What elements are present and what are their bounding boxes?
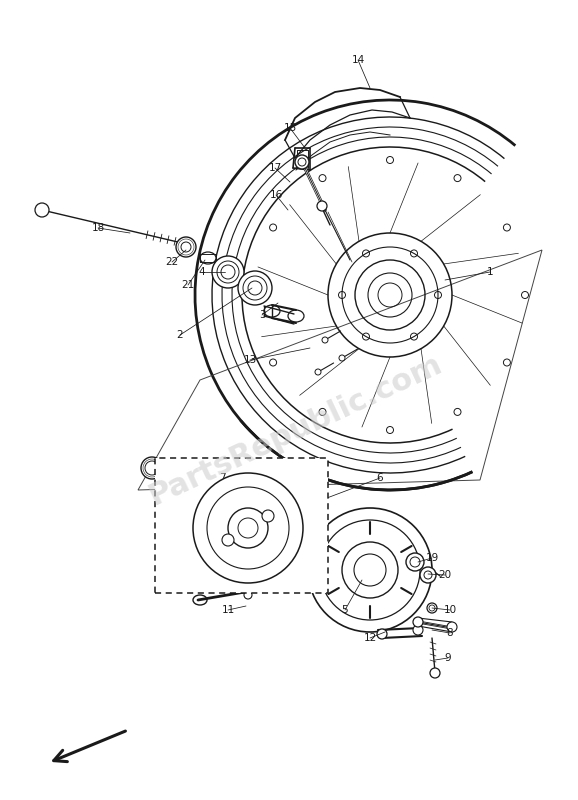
Text: 5: 5: [342, 605, 349, 615]
Circle shape: [262, 510, 274, 522]
Text: 4: 4: [199, 267, 205, 277]
Text: 7: 7: [218, 473, 225, 483]
Circle shape: [35, 203, 49, 217]
Circle shape: [413, 625, 423, 635]
Text: 13: 13: [243, 355, 257, 365]
Circle shape: [212, 256, 244, 288]
Text: 8: 8: [447, 628, 453, 638]
Text: PartsRepublic.com: PartsRepublic.com: [144, 349, 446, 511]
Text: 19: 19: [425, 553, 439, 563]
Circle shape: [295, 155, 309, 169]
Text: 10: 10: [443, 605, 457, 615]
Circle shape: [377, 629, 387, 639]
Text: 6: 6: [377, 473, 383, 483]
Circle shape: [322, 337, 328, 343]
Text: 18: 18: [91, 223, 105, 233]
Text: 1: 1: [487, 267, 493, 277]
Text: 22: 22: [165, 257, 179, 267]
Ellipse shape: [200, 252, 216, 264]
FancyBboxPatch shape: [155, 458, 328, 593]
Ellipse shape: [264, 305, 280, 317]
Circle shape: [176, 237, 196, 257]
Text: 15: 15: [283, 123, 297, 133]
Circle shape: [406, 553, 424, 571]
Text: 7: 7: [207, 540, 213, 550]
Circle shape: [420, 567, 436, 583]
Circle shape: [308, 508, 432, 632]
Circle shape: [447, 622, 457, 632]
Circle shape: [228, 508, 268, 548]
Circle shape: [339, 355, 345, 361]
Text: 17: 17: [268, 163, 281, 173]
Text: 9: 9: [444, 653, 451, 663]
Circle shape: [238, 271, 272, 305]
Text: 2: 2: [177, 330, 183, 340]
Circle shape: [427, 603, 437, 613]
Text: 16: 16: [269, 190, 283, 200]
Text: 11: 11: [221, 605, 235, 615]
Circle shape: [141, 457, 163, 479]
Circle shape: [317, 201, 327, 211]
Circle shape: [244, 591, 252, 599]
Ellipse shape: [193, 595, 207, 605]
Ellipse shape: [288, 310, 304, 322]
Circle shape: [222, 534, 234, 546]
Text: 14: 14: [351, 55, 365, 65]
Circle shape: [413, 617, 423, 627]
Text: 21: 21: [181, 280, 195, 290]
Text: 12: 12: [364, 633, 377, 643]
Text: 20: 20: [439, 570, 451, 580]
Text: 3: 3: [259, 310, 265, 320]
Circle shape: [315, 369, 321, 375]
Circle shape: [193, 473, 303, 583]
Circle shape: [430, 668, 440, 678]
